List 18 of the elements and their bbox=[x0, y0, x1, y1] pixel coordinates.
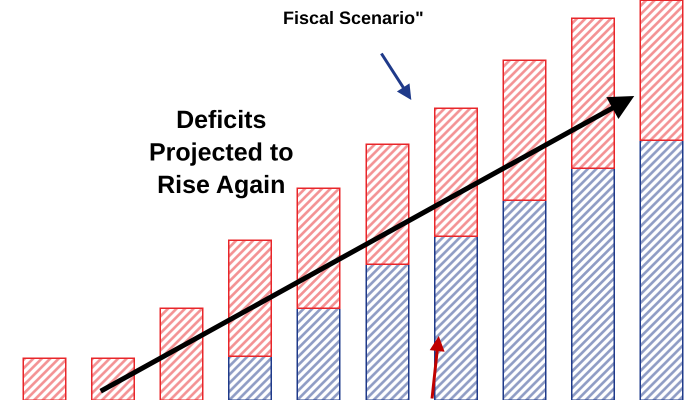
bar bbox=[228, 355, 272, 400]
bar bbox=[228, 239, 272, 357]
bar bbox=[640, 139, 684, 400]
bar bbox=[22, 357, 66, 400]
bar bbox=[434, 107, 478, 237]
bar bbox=[365, 143, 410, 265]
bar bbox=[434, 235, 478, 400]
bar bbox=[365, 263, 410, 400]
bar bbox=[502, 59, 547, 201]
bar bbox=[296, 187, 341, 309]
bar bbox=[296, 307, 341, 400]
bar bbox=[502, 199, 547, 400]
bar bbox=[571, 17, 616, 169]
bar bbox=[159, 307, 204, 400]
bar bbox=[571, 167, 616, 400]
annotation: Fiscal Scenario" bbox=[283, 8, 424, 28]
bar bbox=[640, 0, 684, 141]
annotation: Deficits Projected to Rise Again bbox=[149, 106, 294, 199]
